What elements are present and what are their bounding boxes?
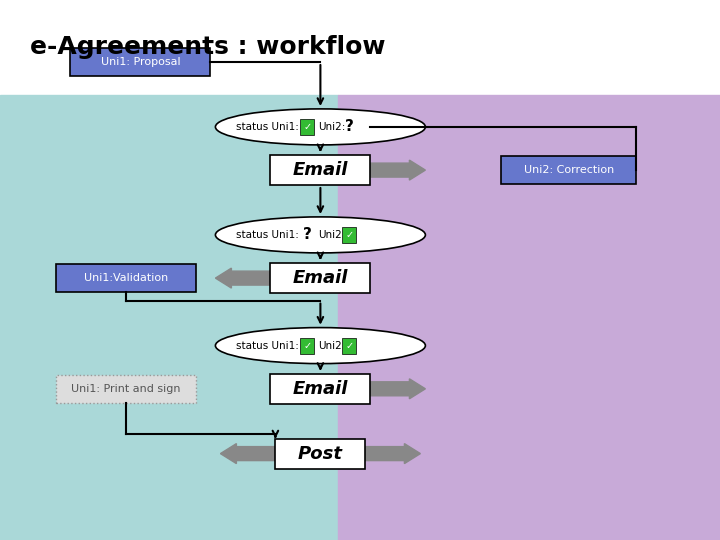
Ellipse shape — [215, 217, 426, 253]
FancyArrow shape — [215, 268, 271, 288]
Text: ?: ? — [345, 119, 354, 134]
Text: ?: ? — [303, 227, 312, 242]
Bar — [0, 94, 338, 540]
Text: ✓: ✓ — [346, 230, 354, 240]
Text: ✓: ✓ — [303, 122, 312, 132]
FancyArrow shape — [220, 443, 275, 464]
FancyBboxPatch shape — [300, 119, 315, 135]
FancyBboxPatch shape — [300, 338, 315, 354]
Text: status Uni1:: status Uni1: — [235, 122, 298, 132]
Text: status Uni1:: status Uni1: — [235, 341, 298, 350]
Text: Uni1: Print and sign: Uni1: Print and sign — [71, 384, 181, 394]
FancyArrow shape — [370, 160, 426, 180]
Text: Uni2: Correction: Uni2: Correction — [523, 165, 614, 175]
FancyBboxPatch shape — [275, 438, 365, 469]
Bar — [0, 0, 720, 94]
Text: Uni1:Validation: Uni1:Validation — [84, 273, 168, 283]
FancyBboxPatch shape — [343, 338, 356, 354]
FancyBboxPatch shape — [71, 48, 210, 76]
FancyBboxPatch shape — [271, 263, 370, 293]
FancyBboxPatch shape — [271, 155, 370, 185]
Ellipse shape — [215, 328, 426, 363]
Text: Email: Email — [293, 161, 348, 179]
Text: Email: Email — [293, 269, 348, 287]
FancyArrow shape — [370, 379, 426, 399]
Text: Uni2:: Uni2: — [318, 230, 346, 240]
Text: Email: Email — [293, 380, 348, 398]
Text: Post: Post — [298, 444, 343, 463]
Text: 23/01/07: Darmstadt prints the agreement, signs it and sends it per post to Fire: 23/01/07: Darmstadt prints the agreement… — [38, 17, 472, 26]
FancyArrow shape — [365, 443, 420, 464]
Text: •: • — [22, 17, 29, 26]
FancyBboxPatch shape — [343, 227, 356, 243]
Text: status Uni1:: status Uni1: — [235, 230, 298, 240]
FancyBboxPatch shape — [56, 264, 196, 292]
Text: e-Agreements : workflow: e-Agreements : workflow — [30, 35, 385, 59]
Bar — [338, 94, 720, 540]
Text: ✓: ✓ — [303, 341, 312, 350]
Text: Uni2:: Uni2: — [318, 341, 346, 350]
Text: Uni1: Proposal: Uni1: Proposal — [101, 57, 180, 67]
FancyBboxPatch shape — [56, 375, 196, 403]
FancyBboxPatch shape — [271, 374, 370, 404]
FancyBboxPatch shape — [501, 156, 636, 184]
Text: Uni2:: Uni2: — [318, 122, 346, 132]
Text: ✓: ✓ — [346, 341, 354, 350]
Ellipse shape — [215, 109, 426, 145]
